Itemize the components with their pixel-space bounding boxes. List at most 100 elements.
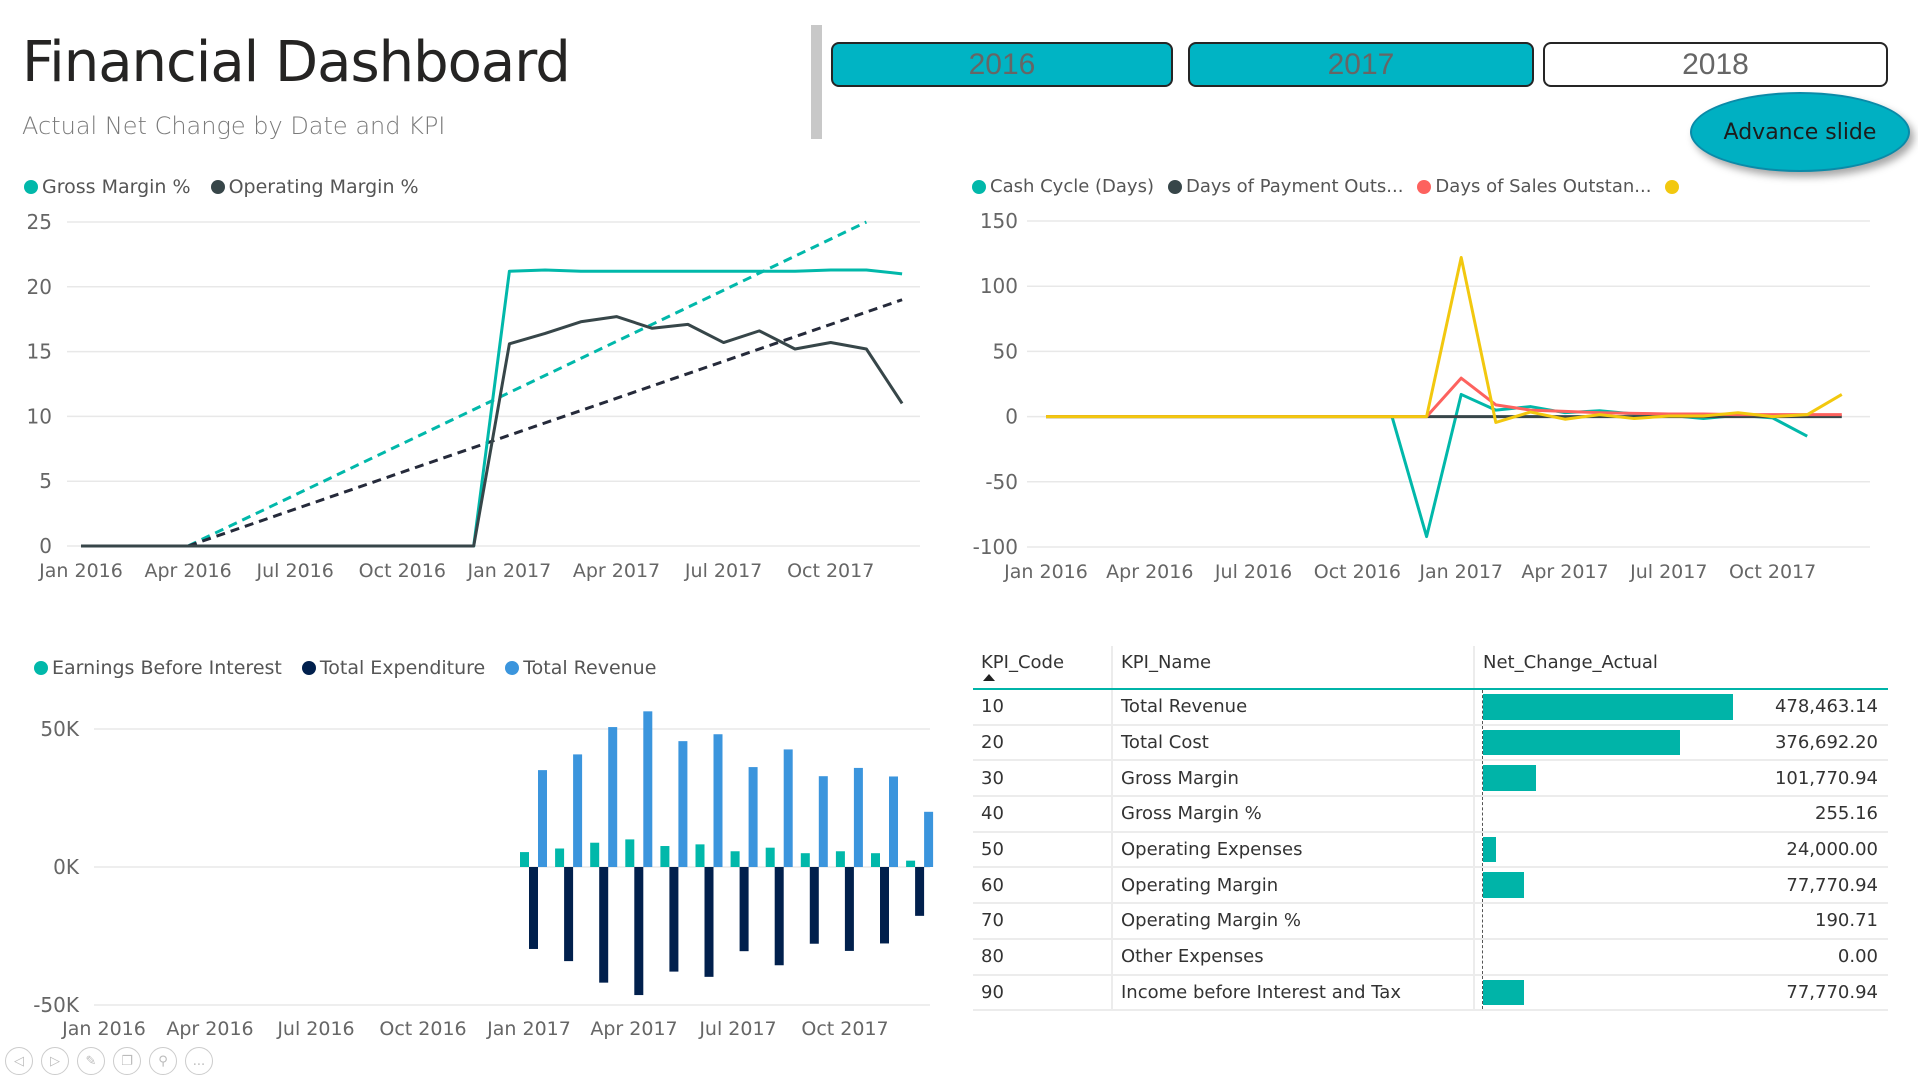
- year-button-2017[interactable]: 2017: [1188, 42, 1534, 87]
- bar-revenue: [608, 727, 618, 867]
- net-change-cell: 478,463.14: [1475, 690, 1888, 724]
- databar-axis: [1482, 939, 1483, 974]
- sort-ascending-icon: [983, 674, 995, 681]
- kpi-name-cell: Total Cost: [1113, 725, 1475, 760]
- year-button-2016[interactable]: 2016: [831, 42, 1173, 87]
- legend-dot-icon: [34, 661, 48, 675]
- bar-expenditure: [844, 867, 854, 951]
- series-line: [1046, 376, 1842, 419]
- bar-revenue: [678, 741, 688, 867]
- x-tick-label: Apr 2017: [573, 560, 660, 582]
- table-row[interactable]: 20 Total Cost 376,692.20: [973, 725, 1888, 762]
- next-button[interactable]: ▷: [41, 1047, 69, 1075]
- pen-button[interactable]: ✎: [77, 1047, 105, 1075]
- advance-slide-button[interactable]: Advance slide: [1690, 92, 1910, 172]
- column-header-kpi-name[interactable]: KPI_Name: [1113, 646, 1475, 688]
- more-button[interactable]: ...: [185, 1047, 213, 1075]
- legend-item-expenditure[interactable]: Total Expenditure: [301, 657, 486, 679]
- net-change-value: 24,000.00: [1786, 839, 1878, 861]
- kpi-name-cell: Other Expenses: [1113, 939, 1475, 974]
- legend-item-cash-cycle[interactable]: Cash Cycle (Days): [972, 176, 1154, 197]
- kpi-code-cell: 20: [973, 725, 1113, 760]
- legend-item-revenue[interactable]: Total Revenue: [505, 657, 656, 679]
- y-tick-label: -50: [985, 470, 1018, 494]
- legend-item-gross-margin[interactable]: Gross Margin %: [24, 176, 191, 198]
- kpi-code-cell: 70: [973, 904, 1113, 938]
- databar-axis: [1482, 832, 1483, 867]
- bar-ebi: [660, 846, 670, 867]
- bar-ebi: [906, 860, 916, 867]
- year-button-2018[interactable]: 2018: [1543, 42, 1888, 87]
- y-tick-label: 100: [980, 274, 1018, 298]
- databar-axis: [1482, 761, 1483, 796]
- margin-line-chart[interactable]: 0 5 10 15 20 25 Jan 2016 Apr 2016 Jul 2016 Oct 20…: [0, 0, 960, 600]
- data-bar: [1483, 836, 1496, 863]
- legend-dot-icon: [1417, 179, 1432, 194]
- legend-dot-icon: [1168, 179, 1182, 194]
- legend-item-operating-margin[interactable]: Operating Margin %: [210, 176, 419, 198]
- table-row[interactable]: 70 Operating Margin % 190.71: [973, 904, 1888, 940]
- y-tick-label: 15: [27, 340, 52, 364]
- column-header-net-change[interactable]: Net_Change_Actual: [1475, 646, 1888, 688]
- kpi-code-cell: 50: [973, 832, 1113, 867]
- legend-item-days-sales[interactable]: Days of Sales Outstan...: [1417, 176, 1651, 197]
- legend-label: Total Expenditure: [319, 657, 486, 679]
- series-line: [81, 315, 904, 548]
- legend-item-days-payment[interactable]: Days of Payment Outs...: [1168, 176, 1403, 197]
- days-line-chart[interactable]: -100 -50 0 50 100 150 Jan 2016 Apr 2016 Jul 2016…: [960, 0, 1918, 600]
- previous-button[interactable]: ◁: [5, 1047, 33, 1075]
- legend-item-hidden[interactable]: [1665, 179, 1683, 194]
- series-line: [1046, 256, 1843, 424]
- x-tick-label: Jul 2016: [276, 1018, 354, 1040]
- table-row[interactable]: 50 Operating Expenses 24,000.00: [973, 832, 1888, 869]
- table-row[interactable]: 90 Income before Interest and Tax 77,770.9…: [973, 975, 1888, 1012]
- kpi-name-cell: Gross Margin: [1113, 761, 1475, 796]
- x-tick-label: Oct 2016: [379, 1018, 466, 1040]
- bar-revenue: [889, 776, 898, 867]
- table-row[interactable]: 80 Other Expenses 0.00: [973, 939, 1888, 976]
- x-tick-label: Jan 2016: [1003, 561, 1088, 583]
- x-tick-label: Jul 2016: [256, 560, 334, 582]
- more-icon: ...: [192, 1053, 206, 1069]
- table-row[interactable]: 40 Gross Margin % 255.16: [973, 797, 1888, 833]
- bar-revenue: [783, 749, 793, 867]
- table-header: KPI_Code KPI_Name Net_Change_Actual: [973, 646, 1888, 690]
- table-row[interactable]: 60 Operating Margin 77,770.94: [973, 868, 1888, 905]
- net-change-value: 77,770.94: [1786, 981, 1878, 1003]
- bar-ebi: [590, 842, 600, 867]
- slides-button[interactable]: ❐: [113, 1047, 141, 1075]
- table-row[interactable]: 30 Gross Margin 101,770.94: [973, 761, 1888, 798]
- x-tick-label: Jul 2017: [684, 560, 762, 582]
- legend-item-ebi[interactable]: Earnings Before Interest: [34, 657, 282, 679]
- kpi-code-cell: 90: [973, 975, 1113, 1010]
- bar-expenditure: [634, 867, 644, 996]
- table-body: 10 Total Revenue 478,463.14 20 Total Cost 376…: [973, 690, 1888, 1012]
- bar-expenditure: [809, 867, 819, 944]
- net-change-cell: 0.00: [1475, 939, 1888, 974]
- zoom-button[interactable]: ⚲: [149, 1047, 177, 1075]
- x-tick-label: Oct 2017: [801, 1018, 888, 1040]
- table-row[interactable]: 10 Total Revenue 478,463.14: [973, 690, 1888, 726]
- y-tick-label: 50: [993, 339, 1018, 363]
- bar-expenditure: [564, 867, 574, 962]
- legend-label: Earnings Before Interest: [52, 657, 282, 679]
- net-change-value: 478,463.14: [1774, 696, 1878, 718]
- x-tick-label: Apr 2016: [144, 560, 231, 582]
- legend-label: Days of Sales Outstan...: [1435, 176, 1652, 197]
- legend-label: Operating Margin %: [228, 176, 419, 198]
- column-header-kpi-code[interactable]: KPI_Code: [973, 646, 1113, 688]
- legend-label: Cash Cycle (Days): [990, 176, 1154, 197]
- trend-line: [187, 298, 903, 548]
- bar-revenue: [853, 767, 863, 867]
- y-tick-label: -50K: [33, 993, 80, 1017]
- bar-expenditure: [774, 867, 784, 966]
- series-line: [81, 268, 903, 548]
- year-button-label: 2016: [968, 47, 1036, 81]
- advance-slide-label: Advance slide: [1723, 119, 1877, 145]
- bar-ebi: [871, 853, 880, 867]
- bar-revenue: [573, 754, 583, 867]
- column-header-label: Net_Change_Actual: [1483, 652, 1658, 673]
- y-tick-label: -100: [973, 535, 1018, 559]
- net-change-cell: 77,770.94: [1475, 868, 1888, 903]
